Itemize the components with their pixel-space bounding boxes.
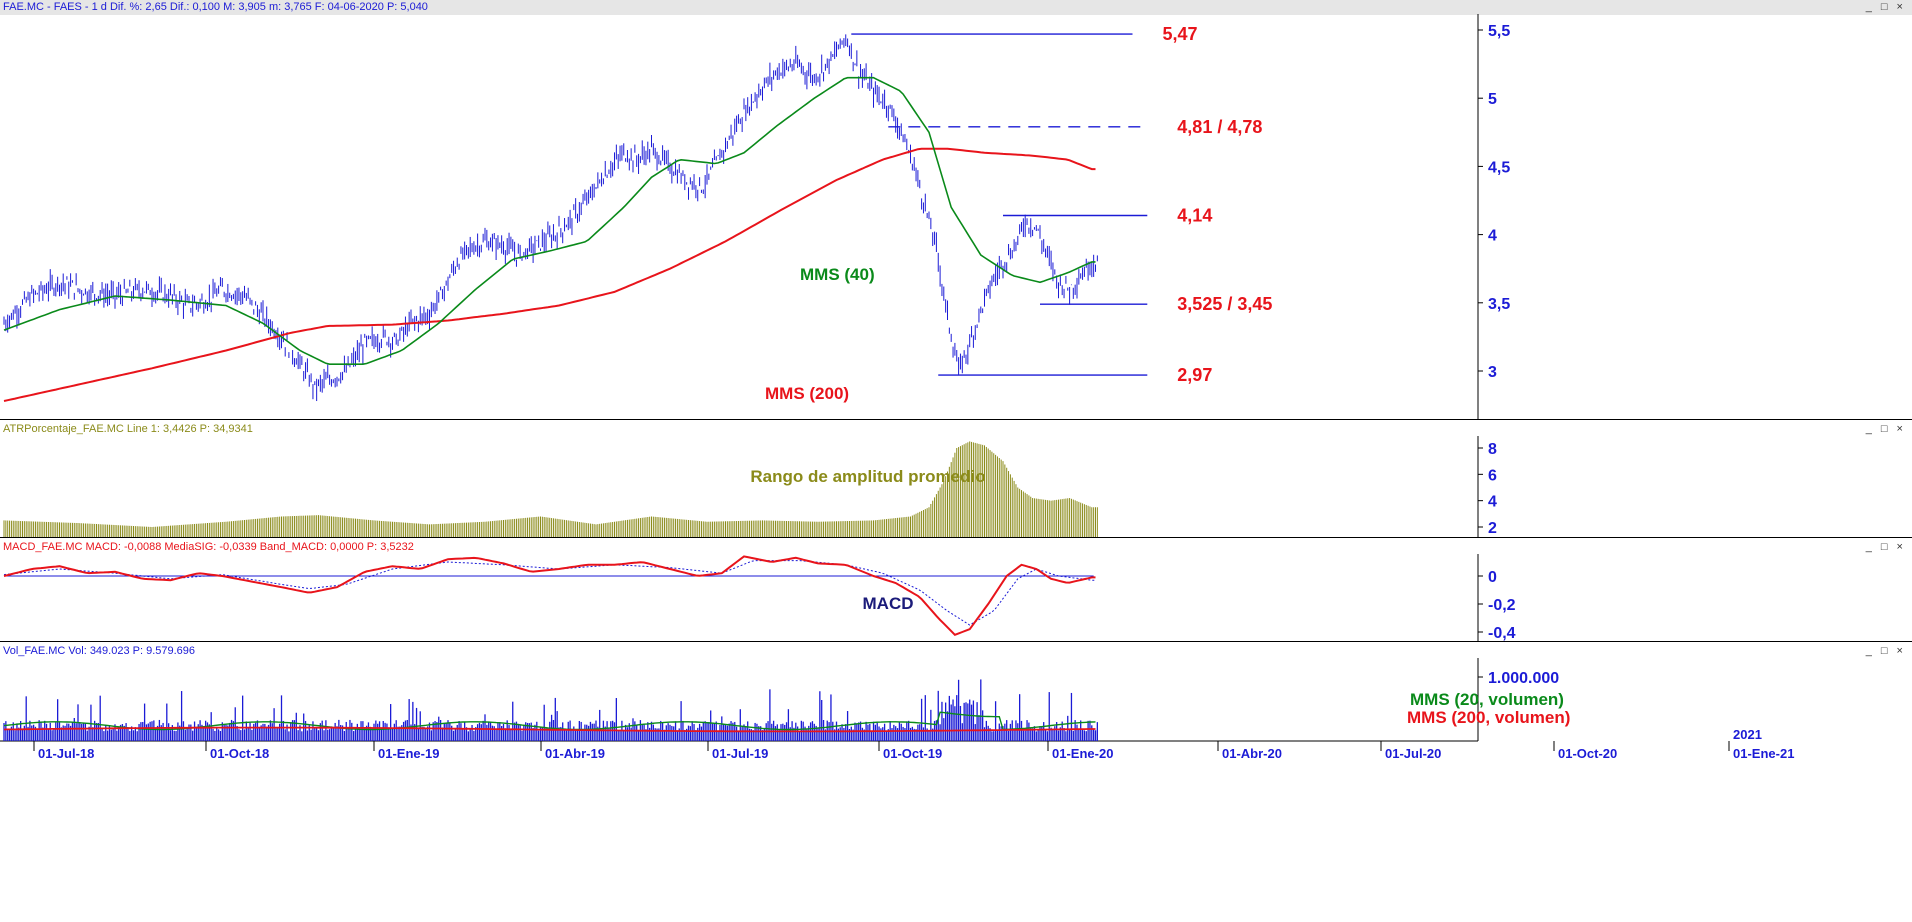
- x-tick-label: 01-Jul-18: [38, 746, 94, 761]
- macd-annotation: MACD: [863, 594, 914, 613]
- atr-window-controls[interactable]: _ □ ×: [1865, 423, 1906, 435]
- atr-pane-header: ATRPorcentaje_FAE.MC Line 1: 3,4426 P: 3…: [0, 422, 1912, 437]
- x-year-label: 2021: [1733, 727, 1762, 742]
- macd-y-tick-label: 0: [1488, 569, 1497, 586]
- volume-mms200-annotation: MMS (200, volumen): [1407, 708, 1570, 727]
- volume-mms20-annotation: MMS (20, volumen): [1410, 690, 1564, 709]
- macd-window-controls[interactable]: _ □ ×: [1865, 541, 1906, 553]
- atr-pane: ATRPorcentaje_FAE.MC Line 1: 3,4426 P: 3…: [0, 422, 1912, 538]
- volume-bars: [3, 679, 1098, 741]
- volume-chart: 1.000.000 MMS (20, volumen)MMS (200, volu…: [0, 658, 1794, 761]
- atr-y-tick-label: 4: [1488, 494, 1497, 511]
- price-bars: [3, 34, 1098, 402]
- atr-y-tick-label: 6: [1488, 467, 1497, 484]
- volume-pane-header: Vol_FAE.MC Vol: 349.023 P: 9.579.696: [0, 644, 1912, 659]
- mms200-line: [3, 147, 1096, 402]
- atr-bars: [3, 441, 1098, 537]
- macd-pane: MACD_FAE.MC MACD: -0,0088 MediaSIG: -0,0…: [0, 540, 1912, 642]
- x-tick-label: 01-Oct-18: [210, 746, 269, 761]
- price-y-tick-label: 3,5: [1488, 296, 1510, 313]
- x-tick-label: 01-Jul-19: [712, 746, 768, 761]
- macd-chart: 0 -0,2 -0,4 MACD: [0, 554, 1912, 642]
- x-tick-label: 01-Abr-20: [1222, 746, 1282, 761]
- mms200-annotation: MMS (200): [765, 384, 849, 403]
- price-pane: FAE.MC - FAES - 1 d Dif. %: 2,65 Dif.: 0…: [0, 0, 1912, 420]
- volume-y-tick-label: 1.000.000: [1488, 670, 1559, 687]
- macd-y-tick-label: -0,2: [1488, 597, 1516, 614]
- volume-pane: Vol_FAE.MC Vol: 349.023 P: 9.579.696 _ □…: [0, 644, 1912, 922]
- x-tick-label: 01-Abr-19: [545, 746, 605, 761]
- volume-mms200-line: [3, 726, 1096, 733]
- x-tick-label: 01-Oct-19: [883, 746, 942, 761]
- price-y-tick-label: 4: [1488, 228, 1497, 245]
- macd-line: [3, 555, 1096, 636]
- level-label: 4,81 / 4,78: [1177, 117, 1262, 137]
- mms40-line: [3, 76, 1096, 365]
- level-label: 2,97: [1177, 365, 1212, 385]
- atr-header-text: ATRPorcentaje_FAE.MC Line 1: 3,4426 P: 3…: [3, 423, 253, 435]
- level-label: 3,525 / 3,45: [1177, 294, 1272, 314]
- x-tick-label: 01-Ene-20: [1052, 746, 1113, 761]
- x-tick-label: 01-Oct-20: [1558, 746, 1617, 761]
- price-y-tick-label: 5: [1488, 91, 1497, 108]
- volume-header-text: Vol_FAE.MC Vol: 349.023 P: 9.579.696: [3, 645, 196, 657]
- level-label: 5,47: [1163, 24, 1198, 44]
- macd-header-text: MACD_FAE.MC MACD: -0,0088 MediaSIG: -0,0…: [3, 541, 414, 553]
- price-pane-header: FAE.MC - FAES - 1 d Dif. %: 2,65 Dif.: 0…: [0, 0, 1912, 15]
- price-y-tick-label: 3: [1488, 364, 1497, 381]
- atr-y-tick-label: 2: [1488, 520, 1497, 537]
- price-window-controls[interactable]: _ □ ×: [1865, 1, 1906, 13]
- macd-pane-header: MACD_FAE.MC MACD: -0,0088 MediaSIG: -0,0…: [0, 540, 1912, 555]
- mms40-annotation: MMS (40): [800, 265, 875, 284]
- x-tick-label: 01-Ene-19: [378, 746, 439, 761]
- price-y-tick-label: 5,5: [1488, 23, 1510, 40]
- price-header-text: FAE.MC - FAES - 1 d Dif. %: 2,65 Dif.: 0…: [3, 1, 428, 13]
- price-y-tick-label: 4,5: [1488, 159, 1510, 176]
- price-chart: 5,5 5 4,5 4 3,5 3 5,47 4,81 / 4,78 4,14 3,525 / 3…: [0, 14, 1912, 420]
- atr-chart: 8 6 4 2 Rango de amplitud promedio: [0, 436, 1912, 538]
- level-label: 4,14: [1177, 206, 1212, 226]
- x-tick-label: 01-Ene-21: [1733, 746, 1794, 761]
- macd-y-tick-label: -0,4: [1488, 625, 1516, 642]
- volume-window-controls[interactable]: _ □ ×: [1865, 645, 1906, 657]
- atr-y-tick-label: 8: [1488, 441, 1497, 458]
- atr-annotation: Rango de amplitud promedio: [750, 467, 985, 486]
- x-tick-label: 01-Jul-20: [1385, 746, 1441, 761]
